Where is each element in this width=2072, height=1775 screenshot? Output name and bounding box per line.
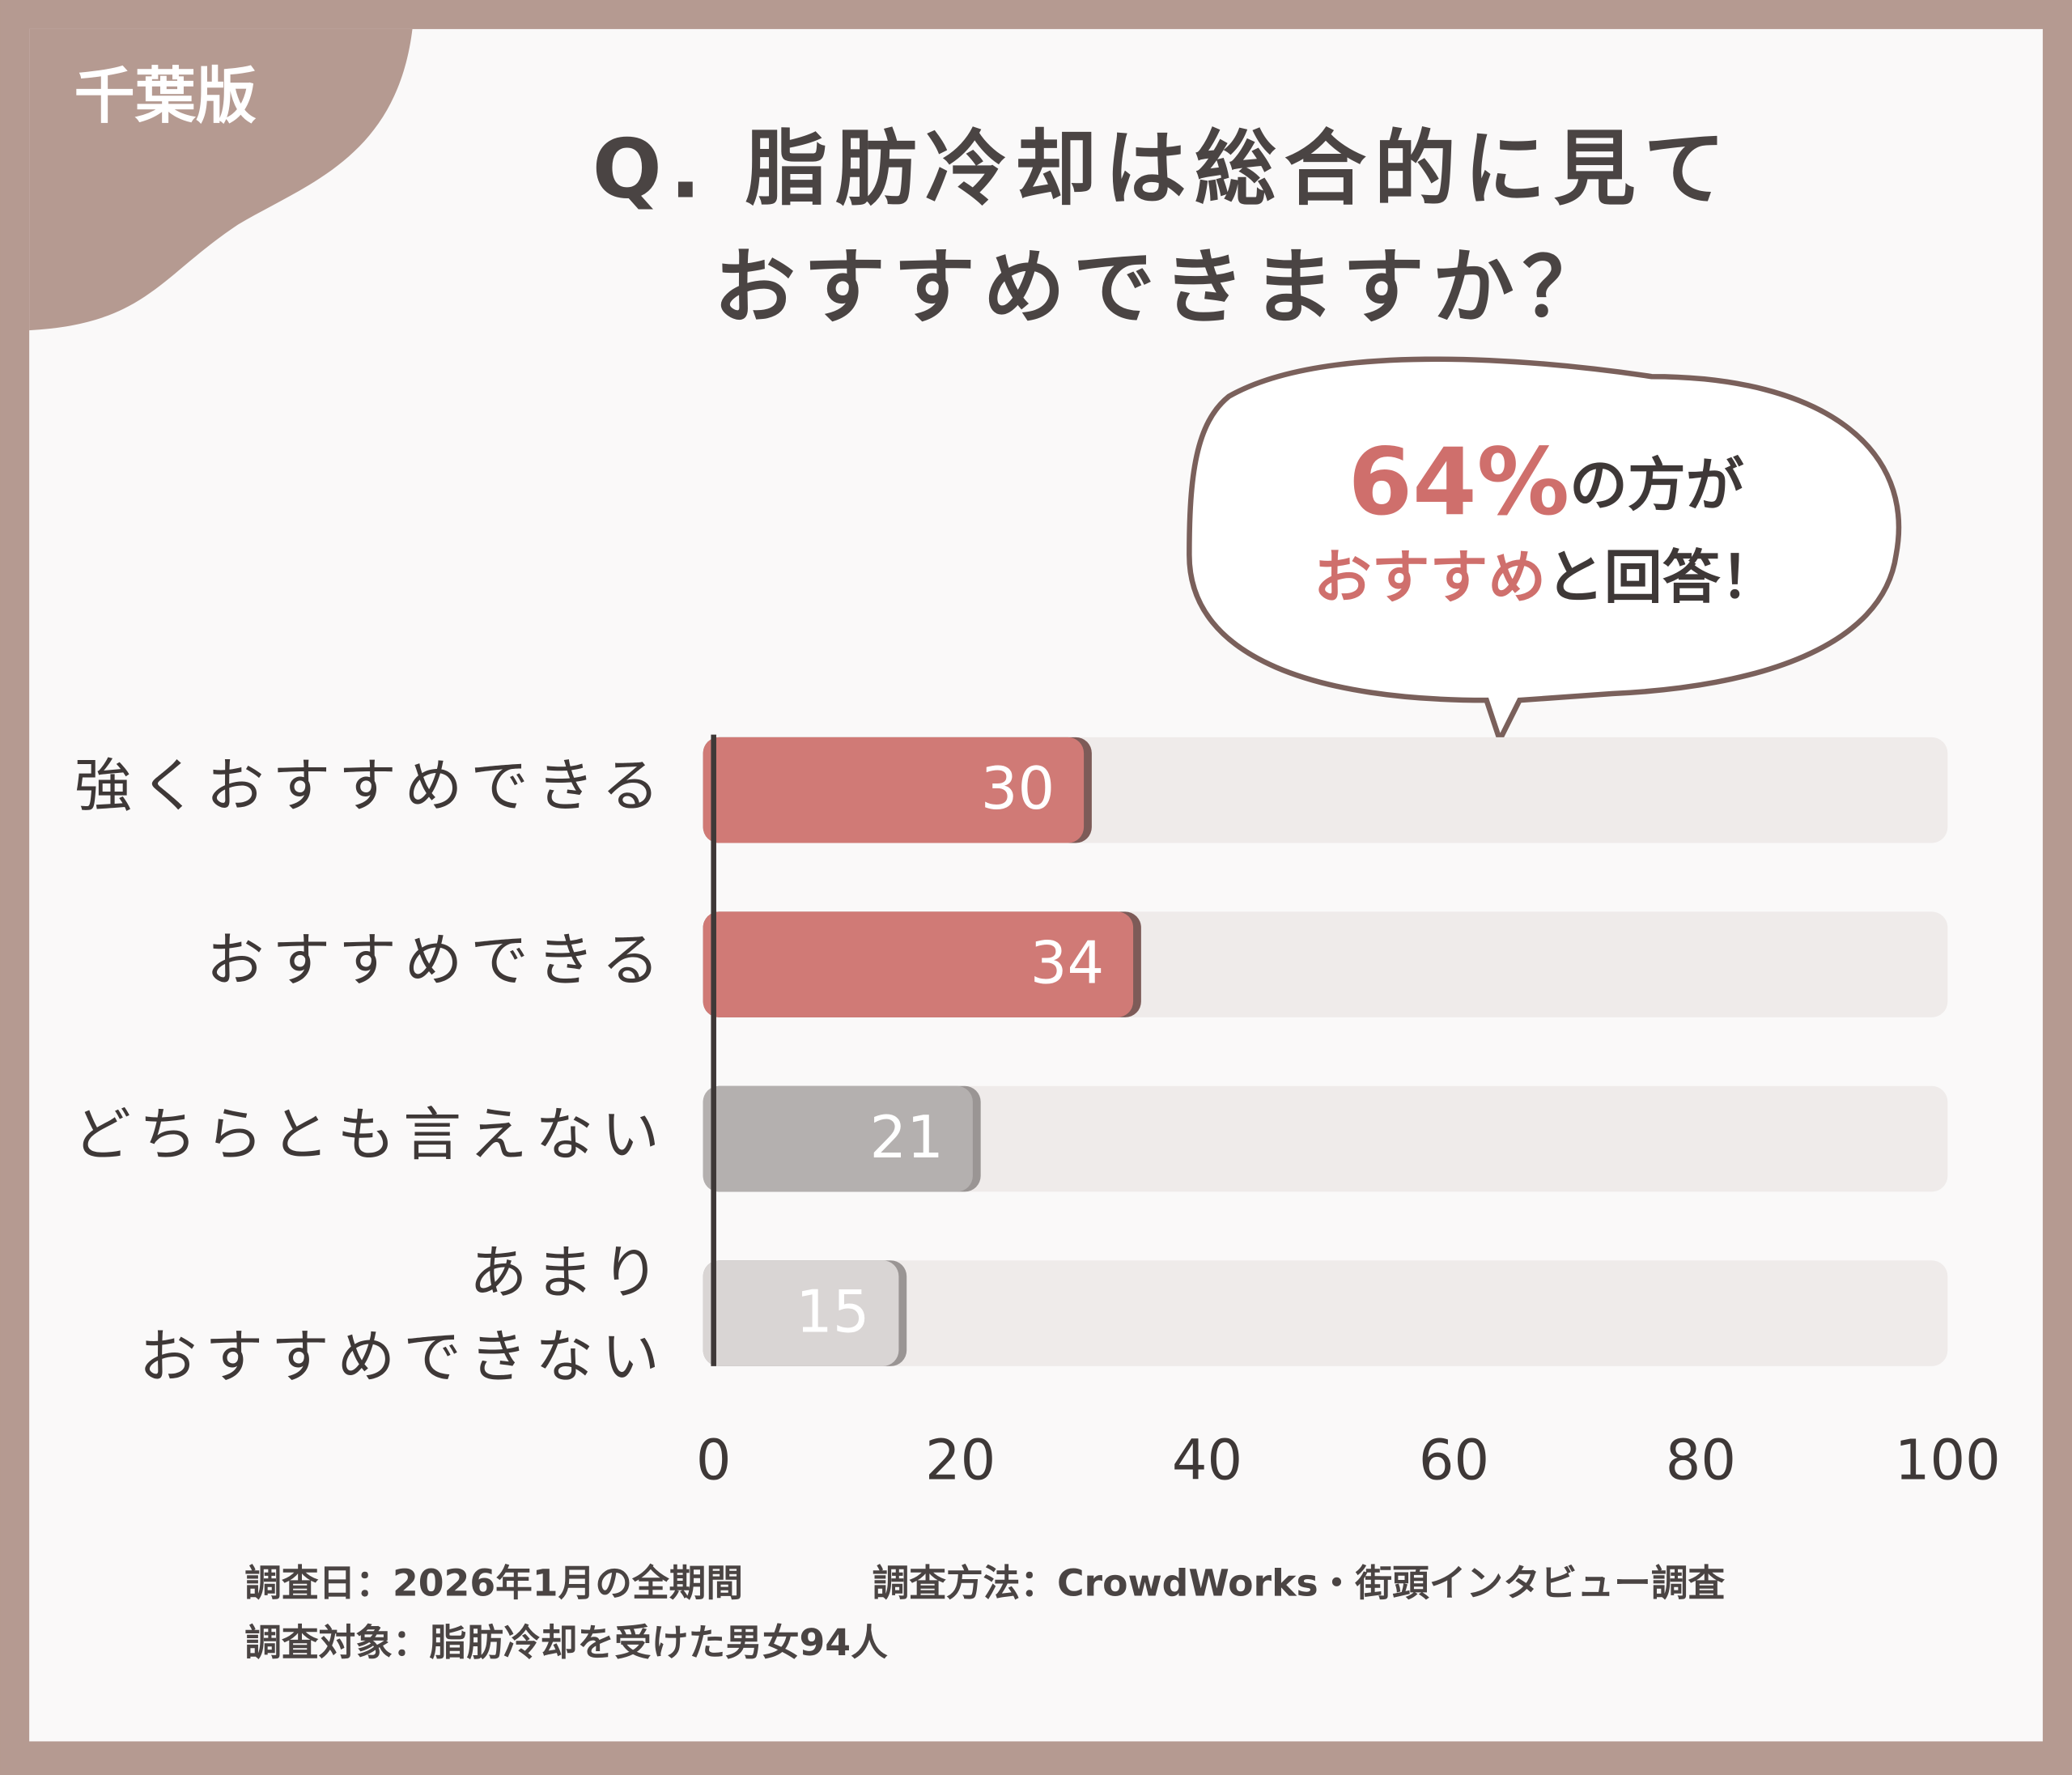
y-tick-label: あまりおすすめできない — [139, 1238, 668, 1391]
bar-track — [703, 1260, 1948, 1366]
panel — [29, 28, 2043, 1742]
text-line: あまり — [469, 1238, 668, 1306]
x-tick-label: 60 — [1419, 1429, 1489, 1493]
annotation-part: 64% — [1348, 428, 1569, 536]
x-tick-label: 40 — [1172, 1429, 1242, 1493]
callout — [1187, 356, 1902, 747]
bar — [703, 1085, 973, 1192]
footnote: 調査対象：脂肪冷却を受けた男女94人 — [244, 1621, 888, 1664]
y-tick-label: どちらとも言えない — [73, 1101, 667, 1169]
footnote: 調査方法：CrowdWorks・街頭インタビュー調査 — [873, 1561, 1726, 1604]
annotation-part: おすすめ — [1314, 543, 1546, 611]
text-line: おすすめできますか？ — [714, 240, 1612, 335]
annotation: 64%の方が — [1348, 428, 1744, 536]
data-label: 15 — [796, 1277, 869, 1345]
x-tick-label: 20 — [925, 1429, 996, 1493]
badge-shape — [29, 28, 413, 331]
x-tick-label: 80 — [1666, 1429, 1736, 1493]
bar — [703, 911, 1134, 1017]
bar — [703, 737, 1085, 843]
footnote: 調査日：2026年1月の全期間 — [244, 1561, 743, 1604]
x-tick-label: 0 — [696, 1429, 732, 1493]
data-label: 21 — [870, 1103, 944, 1171]
annotation-part: と回答！ — [1546, 543, 1778, 611]
x-tick-label: 100 — [1895, 1429, 2001, 1493]
annotation: おすすめと回答！ — [1314, 543, 1779, 611]
text-line: おすすめできない — [139, 1323, 668, 1391]
y-tick-label: おすすめできる — [206, 926, 668, 994]
text-line: Q. 脂肪冷却は総合的に見て — [592, 121, 1734, 216]
annotation-part: の方が — [1569, 451, 1744, 519]
data-label: 30 — [981, 754, 1055, 822]
data-label: 34 — [1030, 928, 1104, 996]
badge: 千葉版 — [74, 61, 257, 132]
y-tick-label: 強くおすすめできる — [74, 752, 668, 820]
chart-title: Q. 脂肪冷却は総合的に見ておすすめできますか？ — [592, 121, 1734, 335]
bar — [703, 1260, 899, 1366]
bar-track — [703, 1085, 1948, 1192]
